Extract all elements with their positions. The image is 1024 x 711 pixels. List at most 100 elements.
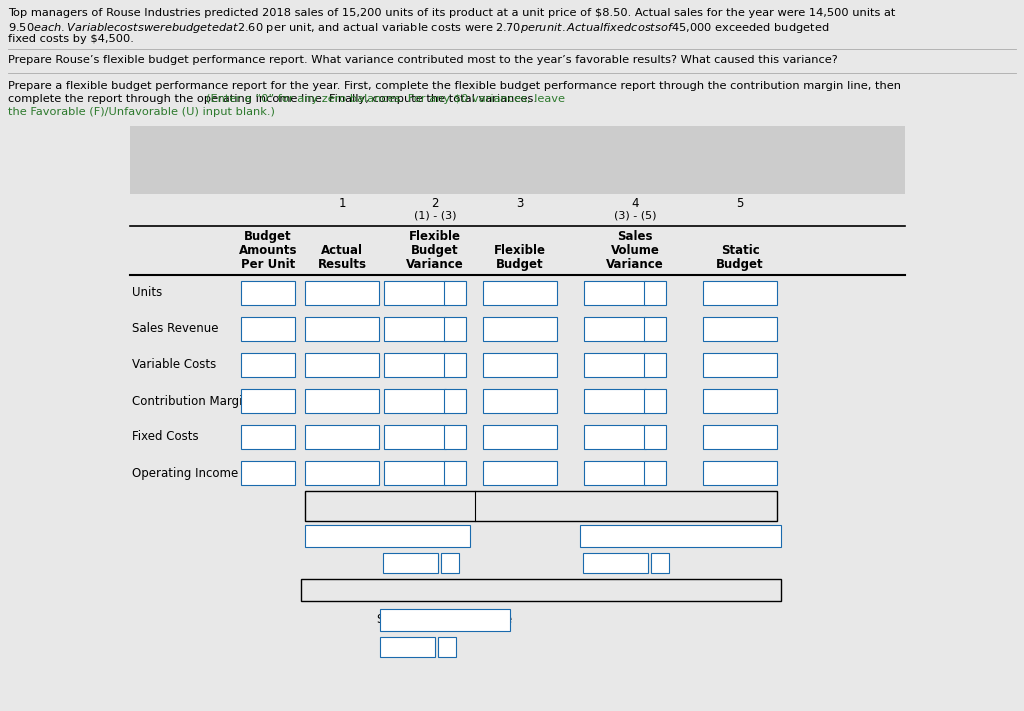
Bar <box>305 461 379 485</box>
Bar <box>305 317 379 341</box>
Text: Budget: Budget <box>716 258 764 271</box>
Text: Fixed Costs: Fixed Costs <box>132 430 199 444</box>
Text: 5: 5 <box>736 197 743 210</box>
Text: 123250: 123250 <box>512 324 554 334</box>
Text: 98600: 98600 <box>341 396 376 406</box>
Text: 1820: 1820 <box>614 360 643 370</box>
Bar <box>444 317 466 341</box>
Text: Variance: Variance <box>606 258 664 271</box>
Bar <box>644 353 666 377</box>
Text: Top managers of Rouse Industries predicted 2018 sales of 15,200 units of its pro: Top managers of Rouse Industries predict… <box>8 8 895 18</box>
Bar <box>383 553 437 573</box>
Text: Prepare Rouse’s flexible budget performance report. What variance contributed mo: Prepare Rouse’s flexible budget performa… <box>8 55 838 65</box>
Text: 40500: 40500 <box>519 432 554 442</box>
Text: 13050: 13050 <box>408 396 443 406</box>
Bar <box>444 353 466 377</box>
Text: Budget: Budget <box>412 244 459 257</box>
Text: 1: 1 <box>338 197 346 210</box>
Text: Rouse Industries: Rouse Industries <box>455 132 581 145</box>
Text: U: U <box>451 432 459 442</box>
Text: fixed costs by $4,500.: fixed costs by $4,500. <box>8 34 134 44</box>
Text: Volume: Volume <box>610 244 659 257</box>
Bar <box>444 281 466 305</box>
Text: F: F <box>452 468 458 478</box>
Bar <box>384 461 446 485</box>
Bar <box>301 579 781 601</box>
Text: Units: Units <box>132 287 162 299</box>
Text: F: F <box>452 396 458 406</box>
Bar <box>384 425 446 449</box>
Text: Flexible Budget Variance: Flexible Budget Variance <box>314 530 461 542</box>
Text: U: U <box>451 360 459 370</box>
Bar <box>703 425 777 449</box>
Text: 0: 0 <box>636 432 643 442</box>
Text: 89680: 89680 <box>738 396 774 406</box>
Bar <box>584 353 646 377</box>
Text: (3) - (5): (3) - (5) <box>613 210 656 220</box>
Text: Budget: Budget <box>497 258 544 271</box>
Bar <box>305 491 777 521</box>
Text: 5950: 5950 <box>614 324 643 334</box>
Bar <box>483 389 557 413</box>
Text: 1450: 1450 <box>415 360 443 370</box>
Text: 39520: 39520 <box>738 360 774 370</box>
Bar <box>703 317 777 341</box>
Text: F: F <box>652 360 658 370</box>
Bar <box>384 353 446 377</box>
Bar <box>305 525 470 547</box>
Text: 40500: 40500 <box>739 432 774 442</box>
Bar <box>483 461 557 485</box>
Bar <box>241 353 295 377</box>
Text: Variable Costs: Variable Costs <box>132 358 216 372</box>
Bar <box>583 553 647 573</box>
Bar <box>483 281 557 305</box>
Text: 37700: 37700 <box>519 360 554 370</box>
Text: 85550: 85550 <box>519 396 554 406</box>
Bar <box>483 425 557 449</box>
Text: Static Budget Variance: Static Budget Variance <box>378 614 513 626</box>
Bar <box>384 389 446 413</box>
Text: Per Unit: Per Unit <box>241 258 295 271</box>
Text: Amounts: Amounts <box>239 244 297 257</box>
Text: For the Year Ended December 31, 2018: For the Year Ended December 31, 2018 <box>380 164 655 177</box>
Bar <box>584 425 646 449</box>
Bar <box>305 425 379 449</box>
Text: Variance: Variance <box>407 258 464 271</box>
Text: U: U <box>651 396 659 406</box>
Text: Budget: Budget <box>244 230 292 243</box>
Bar <box>384 281 446 305</box>
Bar <box>130 126 905 194</box>
Bar <box>241 281 295 305</box>
Bar <box>241 425 295 449</box>
Bar <box>580 525 781 547</box>
Text: 4130: 4130 <box>614 396 643 406</box>
Bar <box>384 317 446 341</box>
Text: Contribution Margin: Contribution Margin <box>132 395 250 407</box>
Bar <box>644 389 666 413</box>
Text: 3: 3 <box>516 197 523 210</box>
Text: $9.50 each. Variable costs were budgeted at $2.60 per unit, and actual variable : $9.50 each. Variable costs were budgeted… <box>8 21 829 35</box>
Bar <box>584 461 646 485</box>
Text: complete the report through the operating income line. Finally, compute the tota: complete the report through the operatin… <box>8 94 541 104</box>
Text: Sales: Sales <box>617 230 652 243</box>
Bar <box>584 317 646 341</box>
Bar <box>644 425 666 449</box>
Text: 129200: 129200 <box>731 324 774 334</box>
Bar <box>650 553 669 573</box>
Text: Flexible: Flexible <box>494 244 546 257</box>
Text: Prepare a flexible budget performance report for the year. First, complete the f: Prepare a flexible budget performance re… <box>8 81 901 91</box>
Text: F: F <box>452 324 458 334</box>
Text: 8.5: 8.5 <box>274 324 292 334</box>
Text: 39150: 39150 <box>341 360 376 370</box>
Text: Sales Revenue: Sales Revenue <box>132 323 218 336</box>
Bar <box>380 609 510 631</box>
Text: 137750: 137750 <box>334 324 376 334</box>
Bar <box>483 317 557 341</box>
Bar <box>444 461 466 485</box>
Text: 15200: 15200 <box>739 288 774 298</box>
Text: (Enter a “0” for any zero balances. For any $0 variances, leave: (Enter a “0” for any zero balances. For … <box>206 94 565 104</box>
Text: 14500: 14500 <box>408 324 443 334</box>
Bar <box>703 389 777 413</box>
Text: U: U <box>651 324 659 334</box>
Bar <box>241 317 295 341</box>
